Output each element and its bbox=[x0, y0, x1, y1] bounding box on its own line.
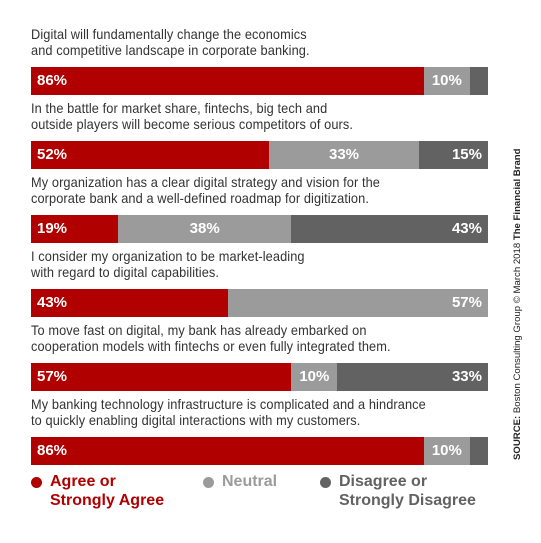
question-text: In the battle for market share, fintechs… bbox=[31, 101, 354, 132]
bar-segment-agree: 19% bbox=[31, 215, 118, 243]
question-block: I consider my organization to be market-… bbox=[31, 249, 488, 317]
bar-segment-agree: 52% bbox=[31, 141, 269, 169]
stacked-bar: 86% 10% bbox=[31, 67, 488, 95]
stacked-bar: 57% 10% 33% bbox=[31, 363, 488, 391]
question-text: My banking technology infrastructure is … bbox=[31, 397, 426, 428]
source-note: SOURCE: Boston Consulting Group © March … bbox=[512, 120, 532, 460]
legend-swatch-agree bbox=[31, 477, 42, 488]
bar-segment-agree: 86% bbox=[31, 67, 425, 95]
bar-value-label: 86% bbox=[37, 72, 68, 89]
bar-value-label: 15% bbox=[451, 146, 482, 163]
bar-value-label: 52% bbox=[37, 146, 68, 163]
bar-segment-neutral: 10% bbox=[291, 363, 338, 391]
bar-value-label: 43% bbox=[451, 220, 482, 237]
bar-segment-agree: 43% bbox=[31, 289, 228, 317]
bar-value-label: 19% bbox=[37, 220, 68, 237]
bar-value-label: 57% bbox=[451, 294, 482, 311]
bar-value-label: 86% bbox=[37, 442, 68, 459]
bar-value-label: 10% bbox=[299, 368, 330, 385]
legend-item-agree: Agree or Strongly Agree bbox=[31, 472, 164, 510]
bar-segment-neutral: 10% bbox=[424, 67, 470, 95]
question-block: My banking technology infrastructure is … bbox=[31, 397, 488, 465]
question-text: To move fast on digital, my bank has alr… bbox=[31, 323, 391, 354]
bar-segment-neutral: 10% bbox=[424, 437, 470, 465]
source-label: SOURCE: bbox=[512, 413, 523, 460]
legend-swatch-neutral bbox=[203, 477, 214, 488]
question-block: To move fast on digital, my bank has alr… bbox=[31, 323, 488, 391]
question-block: Digital will fundamentally change the ec… bbox=[31, 27, 488, 95]
bar-segment-agree: 57% bbox=[31, 363, 292, 391]
bar-segment-neutral: 38% bbox=[117, 215, 292, 243]
bar-value-label: 10% bbox=[431, 442, 462, 459]
question-text: I consider my organization to be market-… bbox=[31, 249, 305, 280]
legend-label-disagree: Disagree or Strongly Disagree bbox=[339, 473, 476, 509]
legend-label-agree: Agree or Strongly Agree bbox=[50, 473, 165, 509]
stacked-bar: 86% 10% bbox=[31, 437, 488, 465]
question-block: In the battle for market share, fintechs… bbox=[31, 101, 488, 169]
bar-value-label: 10% bbox=[431, 72, 462, 89]
source-brand: The Financial Brand bbox=[512, 148, 523, 241]
legend-item-neutral: Neutral bbox=[203, 472, 277, 491]
bar-segment-disagree: 15% bbox=[419, 141, 488, 169]
bar-value-label: 43% bbox=[37, 294, 68, 311]
bar-segment-disagree: 43% bbox=[291, 215, 488, 243]
bar-value-label: 33% bbox=[451, 368, 482, 385]
bar-segment-agree: 86% bbox=[31, 437, 425, 465]
stacked-bar: 43% 57% bbox=[31, 289, 488, 317]
bar-segment-disagree bbox=[469, 67, 488, 95]
stacked-bar: 19% 38% 43% bbox=[31, 215, 488, 243]
legend-item-disagree: Disagree or Strongly Disagree bbox=[320, 472, 476, 510]
bar-segment-neutral: 33% bbox=[268, 141, 420, 169]
bar-value-label: 33% bbox=[329, 146, 360, 163]
bar-segment-disagree bbox=[469, 437, 488, 465]
bar-value-label: 57% bbox=[37, 368, 68, 385]
bar-value-label: 38% bbox=[189, 220, 220, 237]
bar-segment-disagree: 33% bbox=[337, 363, 488, 391]
legend-swatch-disagree bbox=[320, 477, 331, 488]
question-text: My organization has a clear digital stra… bbox=[31, 175, 380, 206]
legend-label-neutral: Neutral bbox=[222, 473, 278, 490]
source-text: Boston Consulting Group © March 2018 bbox=[512, 240, 523, 414]
question-text: Digital will fundamentally change the ec… bbox=[31, 27, 310, 58]
stacked-bar: 52% 33% 15% bbox=[31, 141, 488, 169]
question-block: My organization has a clear digital stra… bbox=[31, 175, 488, 243]
bar-segment-neutral: 57% bbox=[227, 289, 488, 317]
